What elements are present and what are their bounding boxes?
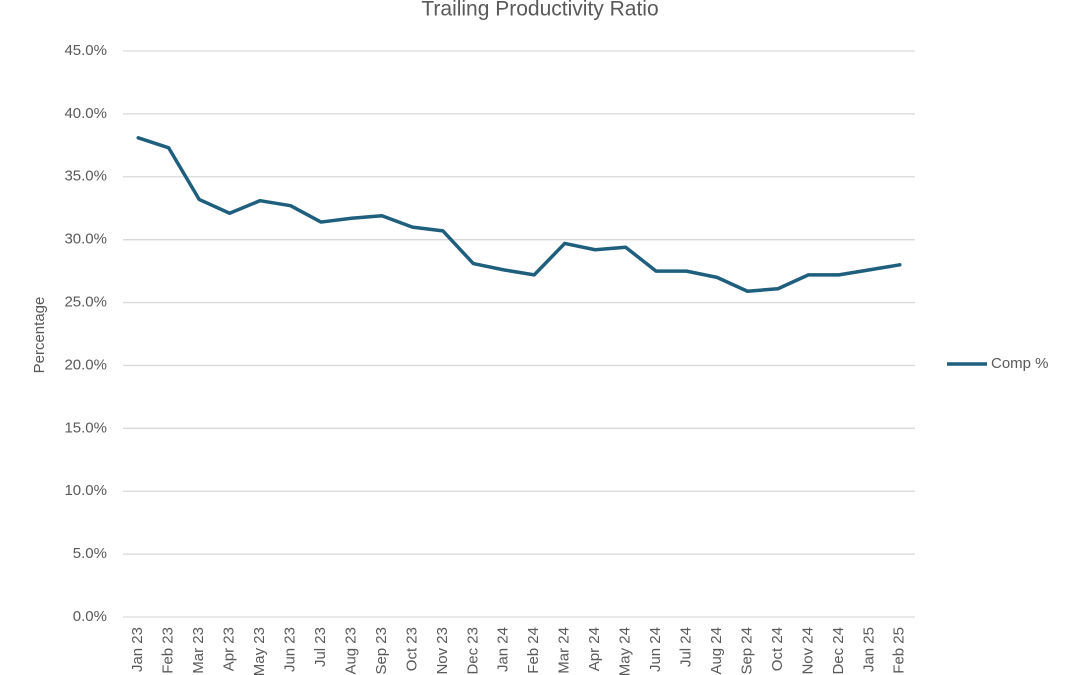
y-tick-label: 5.0% — [73, 545, 107, 562]
x-tick-label: Oct 23 — [403, 627, 420, 671]
data-line — [136, 136, 902, 293]
y-tick-label: 30.0% — [64, 231, 107, 248]
x-tick-label: Feb 24 — [525, 627, 542, 674]
y-tick-label: 0.0% — [73, 608, 107, 625]
x-tick-label: May 23 — [251, 627, 268, 675]
x-tick-label: Jan 24 — [495, 627, 512, 672]
x-tick-label: Jun 24 — [647, 627, 664, 672]
x-tick-label: May 24 — [617, 627, 634, 675]
y-axis-label: Percentage — [31, 297, 48, 374]
y-tick-label: 40.0% — [64, 105, 107, 122]
x-tick-label: Oct 24 — [769, 627, 786, 671]
y-tick-label: 25.0% — [64, 294, 107, 311]
x-tick-label: Feb 25 — [891, 627, 908, 674]
y-tick-label: 10.0% — [64, 482, 107, 499]
x-tick-label: Aug 24 — [708, 627, 725, 675]
x-tick-label: Dec 23 — [464, 627, 481, 675]
chart-title: Trailing Productivity Ratio — [421, 0, 658, 21]
y-tick-label: 20.0% — [64, 356, 107, 373]
x-tick-label: Nov 24 — [799, 627, 816, 675]
x-tick-label: Apr 24 — [586, 627, 603, 671]
x-tick-label: Nov 23 — [434, 627, 451, 675]
y-tick-label: 15.0% — [64, 419, 107, 436]
x-tick-label: Jul 24 — [678, 627, 695, 667]
x-tick-label: Jul 23 — [312, 627, 329, 667]
x-tick-label: Aug 23 — [342, 627, 359, 675]
x-tick-label: Sep 24 — [738, 627, 755, 675]
x-tick-label: Feb 23 — [160, 627, 177, 674]
legend-label: Comp % — [991, 355, 1049, 372]
x-tick-label: Mar 24 — [556, 627, 573, 674]
x-tick-label: Dec 24 — [830, 627, 847, 675]
x-tick-label: Jan 23 — [129, 627, 146, 672]
x-tick-label: Apr 23 — [221, 627, 238, 671]
x-tick-label: Jun 23 — [282, 627, 299, 672]
x-tick-label: Sep 23 — [373, 627, 390, 675]
x-tick-label: Jan 25 — [860, 627, 877, 672]
y-tick-label: 45.0% — [64, 42, 107, 59]
x-tick-label: Mar 23 — [190, 627, 207, 674]
y-tick-label: 35.0% — [64, 168, 107, 185]
